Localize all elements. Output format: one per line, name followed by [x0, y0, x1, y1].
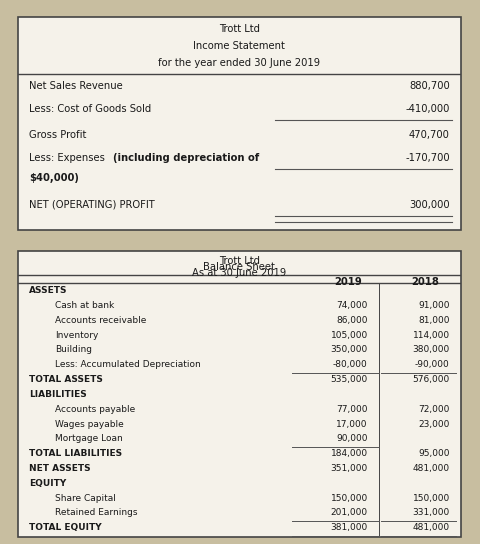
- Text: Accounts payable: Accounts payable: [55, 405, 135, 414]
- Text: Trott Ltd: Trott Ltd: [218, 24, 259, 34]
- Text: Cash at bank: Cash at bank: [55, 301, 114, 310]
- Text: 300,000: 300,000: [408, 200, 449, 210]
- Text: TOTAL ASSETS: TOTAL ASSETS: [29, 375, 103, 384]
- Text: Less: Accumulated Depreciation: Less: Accumulated Depreciation: [55, 360, 201, 369]
- Text: 201,000: 201,000: [330, 509, 367, 517]
- Text: 331,000: 331,000: [412, 509, 449, 517]
- Text: 2018: 2018: [410, 276, 438, 287]
- Text: 184,000: 184,000: [330, 449, 367, 458]
- Text: 81,000: 81,000: [417, 316, 449, 325]
- Text: NET (OPERATING) PROFIT: NET (OPERATING) PROFIT: [29, 200, 154, 210]
- Text: 114,000: 114,000: [412, 331, 449, 339]
- Text: TOTAL LIABILITIES: TOTAL LIABILITIES: [29, 449, 122, 458]
- Text: Inventory: Inventory: [55, 331, 98, 339]
- Text: -170,700: -170,700: [404, 153, 449, 163]
- Text: for the year ended 30 June 2019: for the year ended 30 June 2019: [158, 58, 320, 67]
- Text: ASSETS: ASSETS: [29, 286, 67, 295]
- Text: NET ASSETS: NET ASSETS: [29, 464, 90, 473]
- Text: Less: Expenses: Less: Expenses: [29, 153, 108, 163]
- Text: Less: Cost of Goods Sold: Less: Cost of Goods Sold: [29, 104, 151, 114]
- Text: 381,000: 381,000: [330, 523, 367, 532]
- Text: 481,000: 481,000: [412, 523, 449, 532]
- Text: 95,000: 95,000: [417, 449, 449, 458]
- Text: 535,000: 535,000: [330, 375, 367, 384]
- Text: Building: Building: [55, 345, 92, 355]
- Text: Accounts receivable: Accounts receivable: [55, 316, 146, 325]
- Text: $40,000): $40,000): [29, 174, 79, 183]
- Text: 77,000: 77,000: [336, 405, 367, 414]
- Text: 470,700: 470,700: [408, 130, 449, 140]
- Text: 74,000: 74,000: [336, 301, 367, 310]
- Text: -80,000: -80,000: [332, 360, 367, 369]
- Text: 23,000: 23,000: [418, 419, 449, 429]
- Text: 2019: 2019: [333, 276, 361, 287]
- Text: Income Statement: Income Statement: [193, 41, 285, 51]
- FancyBboxPatch shape: [18, 17, 460, 230]
- Text: As at 30 June 2019: As at 30 June 2019: [192, 268, 286, 278]
- Text: LIABILITIES: LIABILITIES: [29, 390, 86, 399]
- Text: 90,000: 90,000: [336, 434, 367, 443]
- Text: (including depreciation of: (including depreciation of: [113, 153, 259, 163]
- Text: 576,000: 576,000: [412, 375, 449, 384]
- FancyBboxPatch shape: [18, 251, 460, 537]
- Text: TOTAL EQUITY: TOTAL EQUITY: [29, 523, 101, 532]
- Text: 880,700: 880,700: [408, 81, 449, 91]
- Text: Gross Profit: Gross Profit: [29, 130, 86, 140]
- Text: Trott Ltd: Trott Ltd: [218, 256, 259, 265]
- Text: 86,000: 86,000: [336, 316, 367, 325]
- Text: 380,000: 380,000: [412, 345, 449, 355]
- Text: -410,000: -410,000: [405, 104, 449, 114]
- Text: 351,000: 351,000: [330, 464, 367, 473]
- Text: 350,000: 350,000: [330, 345, 367, 355]
- Text: Wages payable: Wages payable: [55, 419, 124, 429]
- Text: 105,000: 105,000: [330, 331, 367, 339]
- Text: Balance Sheet: Balance Sheet: [203, 262, 275, 272]
- Text: 17,000: 17,000: [336, 419, 367, 429]
- Text: 91,000: 91,000: [417, 301, 449, 310]
- Text: Share Capital: Share Capital: [55, 493, 116, 503]
- Text: 481,000: 481,000: [412, 464, 449, 473]
- Text: Net Sales Revenue: Net Sales Revenue: [29, 81, 122, 91]
- Text: 150,000: 150,000: [412, 493, 449, 503]
- Text: 72,000: 72,000: [418, 405, 449, 414]
- Text: Retained Earnings: Retained Earnings: [55, 509, 138, 517]
- Text: 150,000: 150,000: [330, 493, 367, 503]
- Text: Mortgage Loan: Mortgage Loan: [55, 434, 123, 443]
- Text: EQUITY: EQUITY: [29, 479, 66, 488]
- Text: -90,000: -90,000: [414, 360, 449, 369]
